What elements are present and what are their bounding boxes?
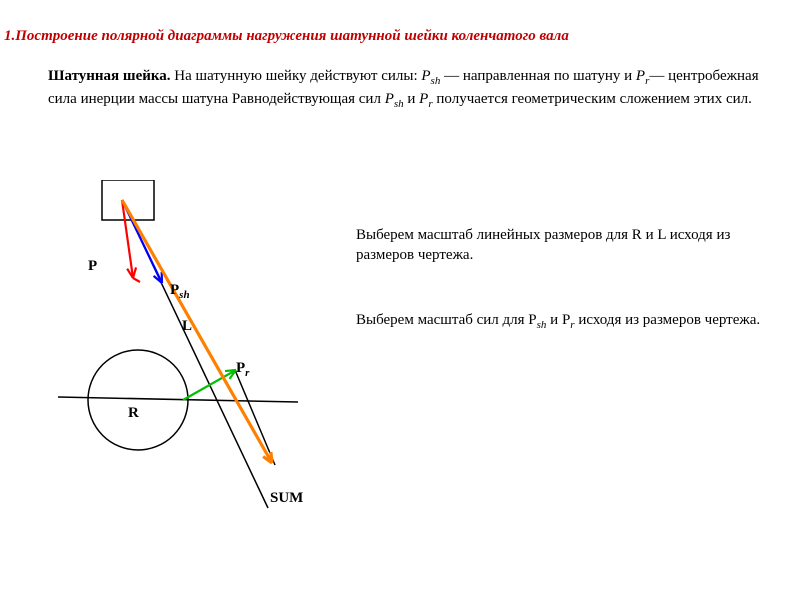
- p2-sh: sh: [537, 319, 547, 331]
- intro-paragraph: Шатунная шейка. На шатунную шейку действ…: [48, 66, 760, 112]
- label-Psh-sub: sh: [179, 289, 189, 301]
- para-scale-forces: Выберем масштаб сил для Psh и Pr исходя …: [356, 310, 776, 333]
- label-SUM: SUM: [270, 490, 303, 507]
- intro-tail: получается геометрическим сложением этих…: [433, 91, 752, 107]
- p2-c: исходя из размеров чертежа.: [575, 312, 761, 328]
- intro-pr: P: [636, 68, 645, 84]
- intro-psh-sub: sh: [431, 75, 441, 87]
- para-scale-linear: Выберем масштаб линейных размеров для R …: [356, 225, 776, 266]
- diagram-svg: [30, 180, 350, 580]
- label-Pr: Pr: [236, 360, 249, 379]
- label-Psh-p: P: [170, 282, 179, 298]
- label-P: P: [88, 258, 97, 275]
- intro-psh2: P: [385, 91, 394, 107]
- intro-psh2-sub: sh: [394, 98, 404, 110]
- page-title: 1.Построение полярной диаграммы нагружен…: [0, 28, 800, 45]
- label-R: R: [128, 405, 139, 422]
- label-Pr-sub: r: [245, 367, 249, 379]
- p2-a: Выберем масштаб сил для P: [356, 312, 537, 328]
- p2-b: и P: [546, 312, 570, 328]
- label-Psh: Psh: [170, 282, 190, 301]
- intro-lead: Шатунная шейка.: [48, 68, 171, 84]
- intro-t1: На шатунную шейку действуют силы:: [171, 68, 422, 84]
- label-L: L: [182, 318, 192, 335]
- intro-t2: — направленная по шатуну и: [440, 68, 636, 84]
- intro-and: и: [404, 91, 420, 107]
- intro-pr2: P: [419, 91, 428, 107]
- label-Pr-p: P: [236, 360, 245, 376]
- force-diagram: P Psh L Pr R SUM: [30, 180, 350, 580]
- intro-psh: P: [421, 68, 430, 84]
